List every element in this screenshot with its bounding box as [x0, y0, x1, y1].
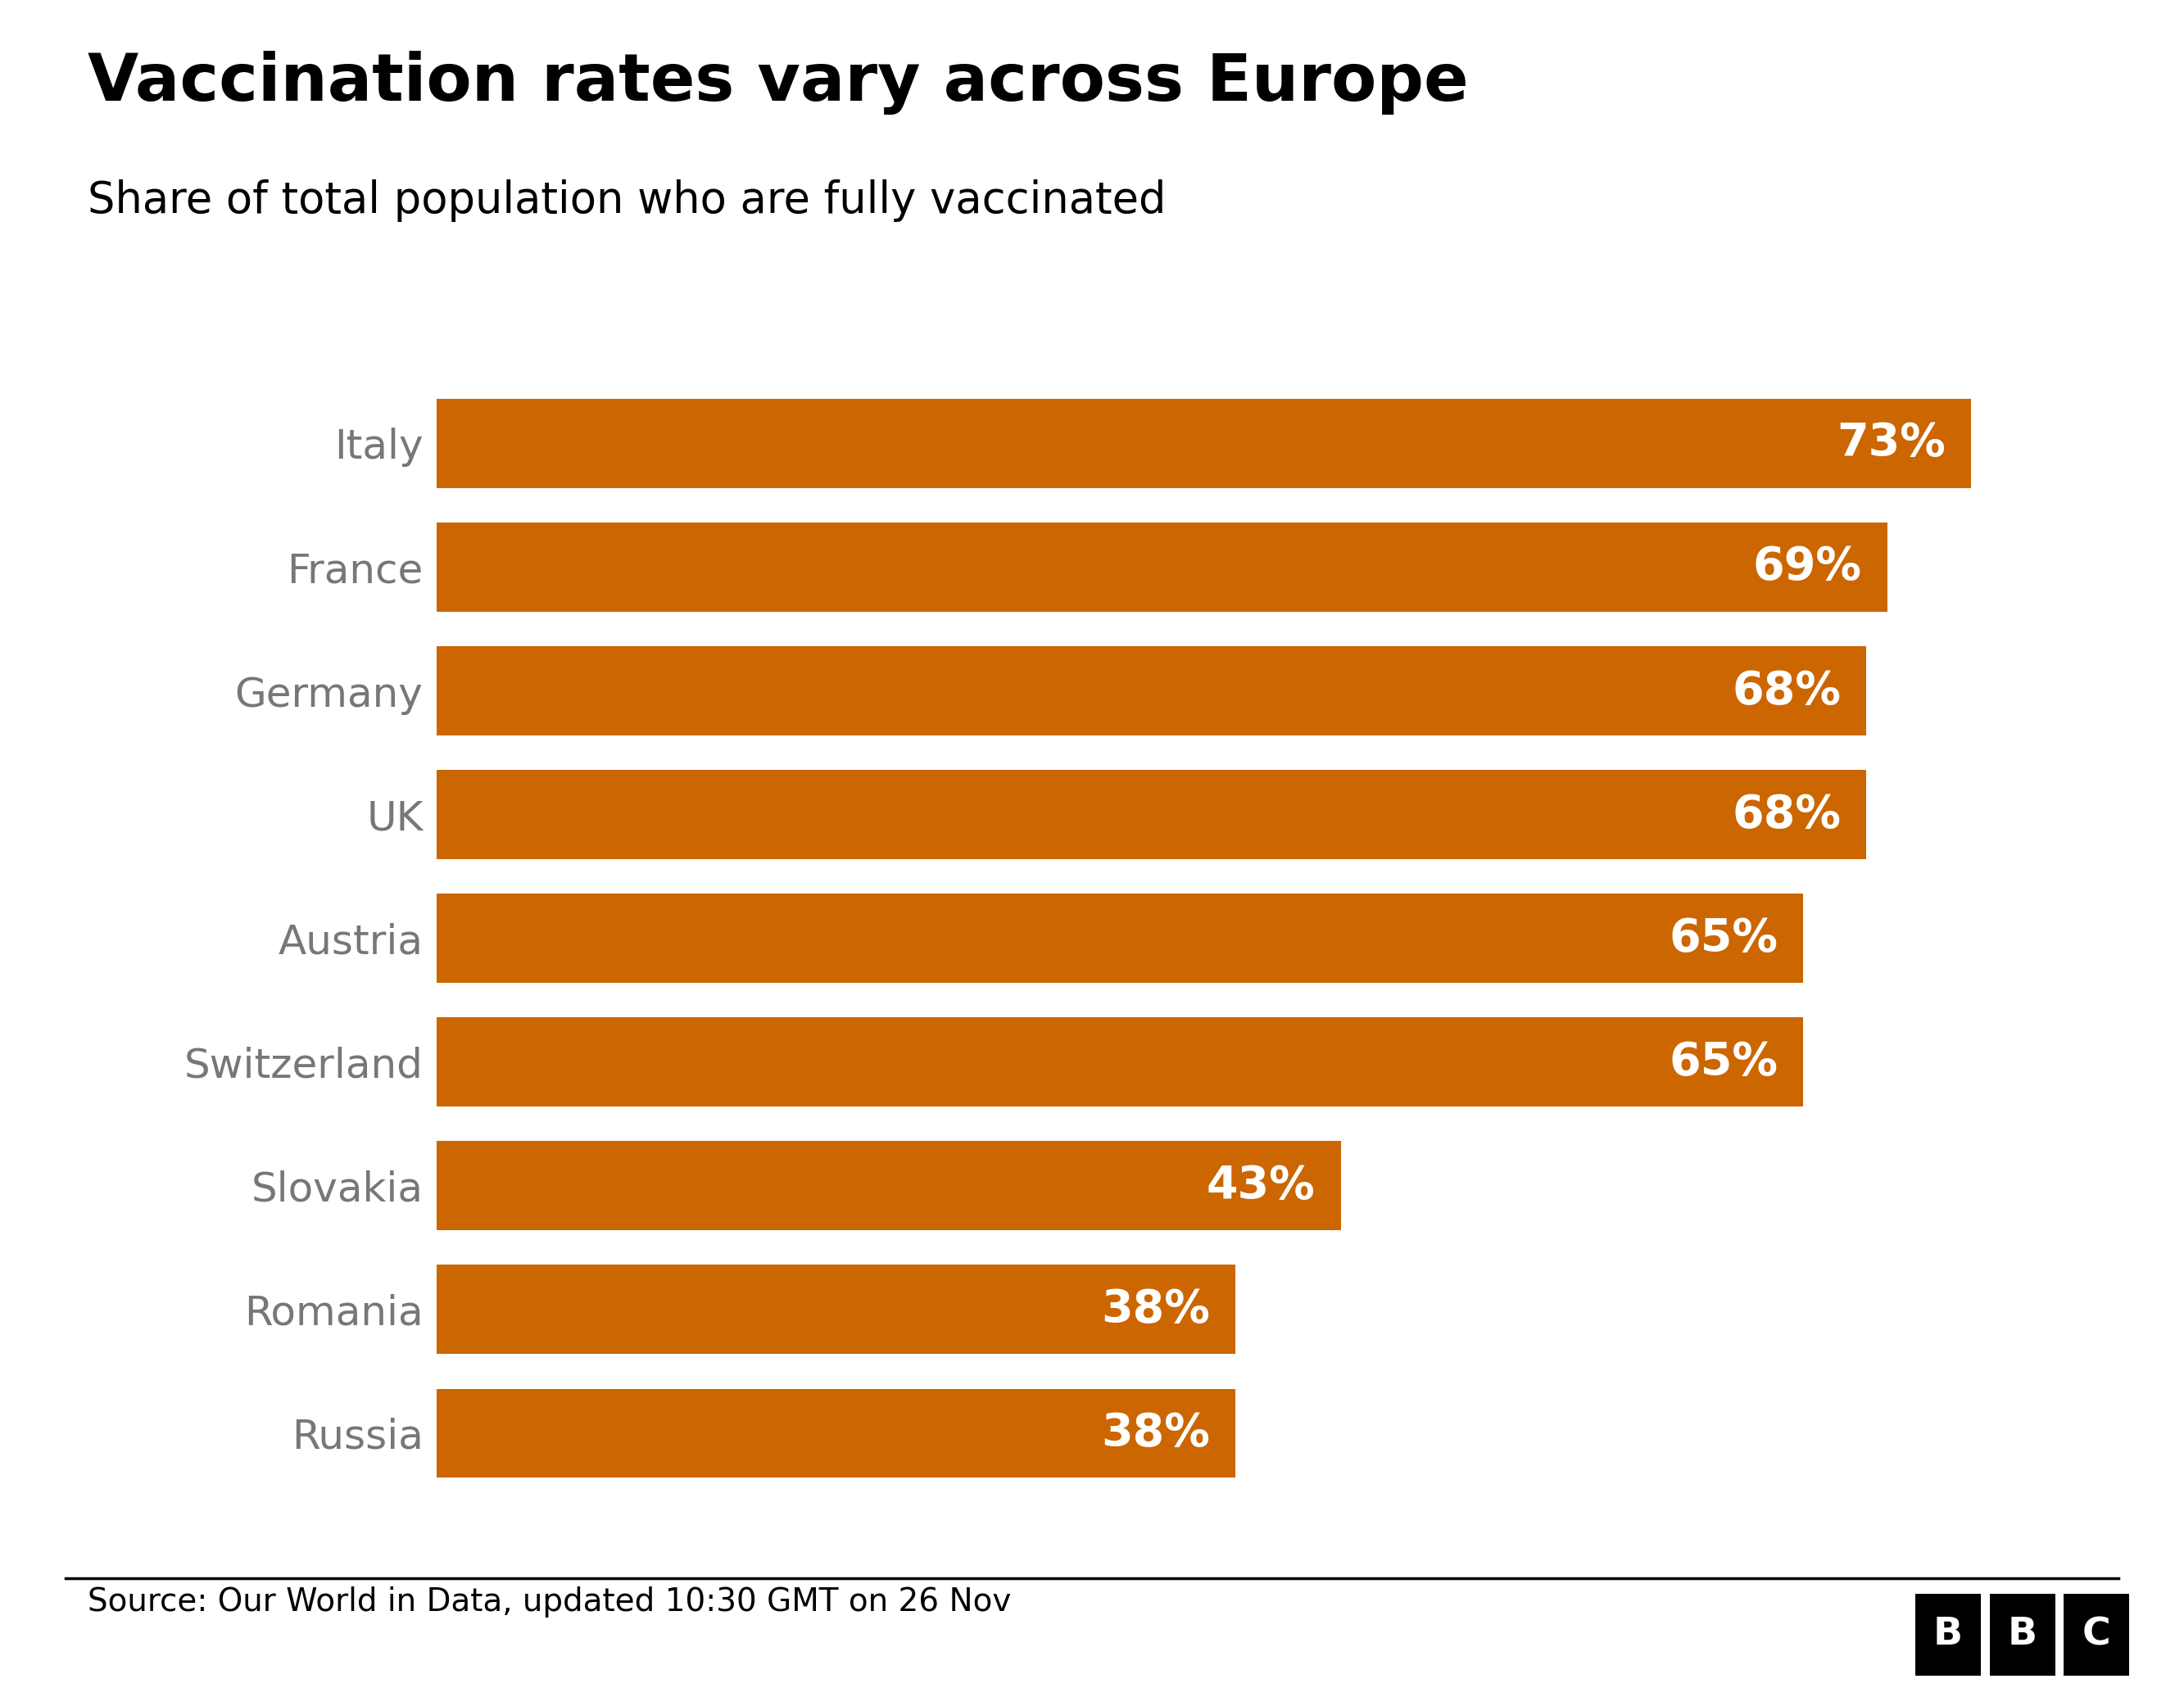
- Bar: [437, 894, 1804, 983]
- Text: 65%: 65%: [1669, 1041, 1778, 1083]
- Text: 68%: 68%: [1732, 669, 1841, 713]
- Text: 73%: 73%: [1837, 421, 1946, 466]
- Bar: [437, 522, 1887, 612]
- Text: Vaccination rates vary across Europe: Vaccination rates vary across Europe: [87, 51, 1468, 114]
- Text: 65%: 65%: [1669, 916, 1778, 960]
- Bar: [437, 1264, 1236, 1355]
- Bar: [437, 647, 1865, 735]
- Text: 43%: 43%: [1208, 1163, 1315, 1208]
- Bar: [437, 1017, 1804, 1107]
- Text: C: C: [2081, 1616, 2112, 1653]
- Text: 38%: 38%: [1101, 1288, 1210, 1332]
- Text: B: B: [2007, 1616, 2038, 1653]
- Text: Share of total population who are fully vaccinated: Share of total population who are fully …: [87, 179, 1166, 222]
- Text: Source: Our World in Data, updated 10:30 GMT on 26 Nov: Source: Our World in Data, updated 10:30…: [87, 1587, 1011, 1617]
- Bar: [437, 399, 1972, 488]
- Bar: [437, 1141, 1341, 1230]
- Text: 38%: 38%: [1101, 1411, 1210, 1455]
- Bar: [437, 769, 1865, 860]
- Text: 69%: 69%: [1754, 544, 1863, 589]
- Text: 68%: 68%: [1732, 793, 1841, 836]
- Bar: [437, 1389, 1236, 1477]
- Text: B: B: [1933, 1616, 1963, 1653]
